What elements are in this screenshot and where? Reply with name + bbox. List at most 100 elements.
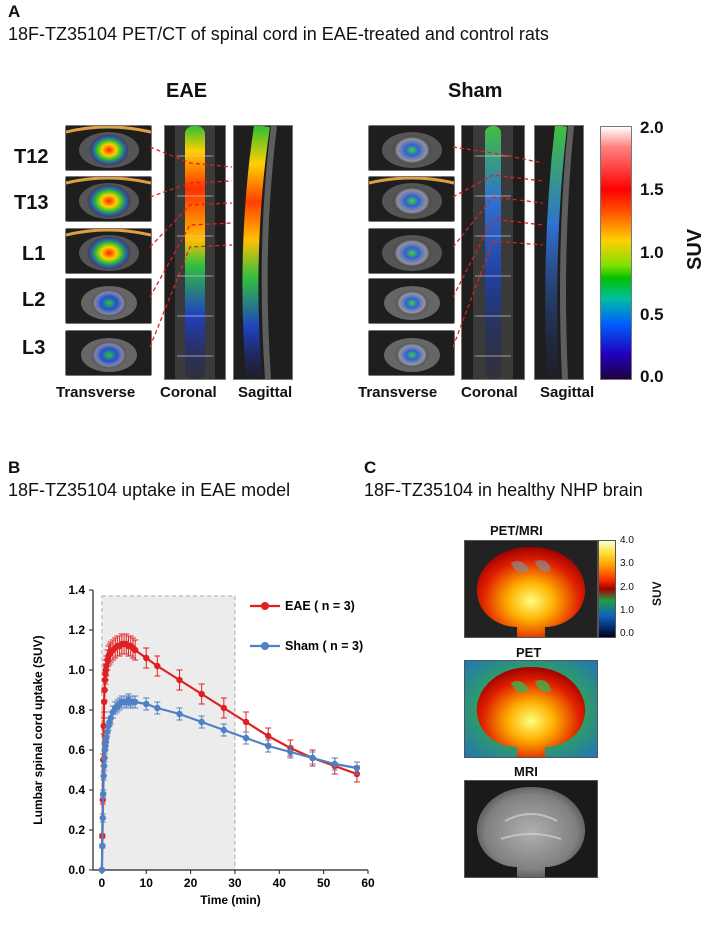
data-point bbox=[242, 718, 250, 726]
eae-connector-lines bbox=[150, 146, 233, 348]
sham-view-sagittal: Sagittal bbox=[540, 384, 595, 401]
data-point bbox=[198, 690, 205, 698]
sham-transverse-l2 bbox=[368, 278, 455, 324]
y-tick-label: 0.2 bbox=[68, 823, 85, 837]
panel-a-title: 18F-TZ35104 PET/CT of spinal cord in EAE… bbox=[8, 24, 549, 44]
data-point bbox=[143, 654, 150, 662]
colorbar-c-tick-4-0: 4.0 bbox=[620, 535, 634, 546]
label-pet: PET bbox=[516, 645, 542, 660]
x-tick-label: 40 bbox=[273, 876, 287, 890]
colorbar-c-tick-1-0: 1.0 bbox=[620, 605, 634, 616]
colorbar-a-label: SUV bbox=[684, 228, 706, 270]
y-axis-label: Lumbar spinal cord uptake (SUV) bbox=[31, 635, 45, 824]
data-point bbox=[265, 732, 272, 740]
panel-c-letter: C bbox=[364, 458, 377, 477]
data-point bbox=[101, 686, 108, 694]
pet-mri-brain-image bbox=[464, 540, 598, 638]
eae-title: EAE bbox=[166, 80, 208, 102]
panel-b-title: 18F-TZ35104 uptake in EAE model bbox=[8, 480, 291, 500]
x-tick-label: 0 bbox=[99, 876, 106, 890]
sham-transverse-l1 bbox=[368, 228, 455, 274]
legend-marker bbox=[261, 602, 269, 610]
data-point bbox=[309, 754, 316, 762]
sham-coronal-scan bbox=[461, 125, 525, 380]
mri-brain-image bbox=[464, 780, 598, 878]
data-point bbox=[265, 742, 272, 750]
legend-label: Sham ( n = 3) bbox=[285, 639, 363, 653]
eae-view-coronal: Coronal bbox=[160, 384, 217, 401]
colorbar-a-tick-0-0: 0.0 bbox=[640, 367, 664, 386]
sham-title: Sham bbox=[448, 80, 503, 102]
vertebra-label-l2: L2 bbox=[22, 289, 46, 311]
data-point bbox=[100, 772, 107, 780]
x-axis-label: Time (min) bbox=[200, 893, 260, 907]
panel-c-colorbar bbox=[598, 540, 616, 638]
vertebra-label-l3: L3 bbox=[22, 337, 46, 359]
x-tick-label: 50 bbox=[317, 876, 331, 890]
eae-transverse-l1 bbox=[65, 228, 152, 274]
data-point bbox=[131, 698, 139, 706]
data-point bbox=[99, 814, 106, 822]
series-sham: Sham ( n = 3) bbox=[98, 639, 363, 874]
data-point bbox=[242, 734, 250, 742]
data-point bbox=[131, 646, 139, 654]
data-point bbox=[101, 754, 108, 762]
y-tick-label: 1.4 bbox=[68, 583, 85, 597]
data-point bbox=[176, 676, 183, 684]
pet-brain-image bbox=[464, 660, 598, 758]
data-point bbox=[331, 760, 338, 768]
label-pet-mri: PET/MRI bbox=[490, 523, 543, 538]
label-mri: MRI bbox=[514, 764, 538, 779]
y-tick-label: 0.0 bbox=[68, 863, 85, 877]
data-point bbox=[100, 762, 108, 770]
eae-view-transverse: Transverse bbox=[56, 384, 136, 401]
data-point bbox=[100, 790, 107, 798]
panel-c-title: 18F-TZ35104 in healthy NHP brain bbox=[364, 480, 643, 500]
y-tick-label: 0.8 bbox=[68, 703, 85, 717]
data-point bbox=[287, 748, 294, 756]
colorbar-a-tick-1-5: 1.5 bbox=[640, 180, 664, 199]
vertebra-label-t13: T13 bbox=[14, 192, 49, 214]
sham-view-coronal: Coronal bbox=[461, 384, 518, 401]
vertebra-label-l1: L1 bbox=[22, 243, 46, 265]
eae-sagittal-scan bbox=[233, 125, 293, 380]
colorbar-c-tick-3-0: 3.0 bbox=[620, 558, 634, 569]
colorbar-a-tick-0-5: 0.5 bbox=[640, 305, 664, 324]
uptake-chart: 0.0 0.2 0.4 0.6 0.8 1.0 1.2 1.4 0 10 20 30 40 50 60 Tim… bbox=[31, 583, 375, 907]
sham-connector-lines bbox=[453, 146, 543, 348]
y-tick-label: 0.6 bbox=[68, 743, 85, 757]
data-point bbox=[220, 726, 228, 734]
legend-marker bbox=[261, 642, 269, 650]
eae-transverse-l2 bbox=[65, 278, 152, 324]
colorbar-a-tick-2-0: 2.0 bbox=[640, 118, 664, 137]
data-point bbox=[103, 734, 110, 742]
eae-transverse-l3 bbox=[65, 330, 152, 376]
sham-transverse-t13 bbox=[368, 176, 455, 222]
x-tick-label: 30 bbox=[228, 876, 242, 890]
x-tick-label: 60 bbox=[361, 876, 375, 890]
data-point bbox=[220, 704, 228, 712]
sham-view-transverse: Transverse bbox=[358, 384, 438, 401]
eae-transverse-t12 bbox=[65, 125, 152, 171]
data-point bbox=[98, 866, 106, 874]
colorbar-c-tick-0-0: 0.0 bbox=[620, 628, 634, 639]
eae-transverse-t13 bbox=[65, 176, 152, 222]
panel-b-letter: B bbox=[8, 458, 21, 477]
legend-label: EAE ( n = 3) bbox=[285, 599, 355, 613]
data-point bbox=[107, 714, 114, 722]
panel-a-letter: A bbox=[8, 2, 21, 21]
colorbar-a-tick-1-0: 1.0 bbox=[640, 243, 664, 262]
sham-transverse-t12 bbox=[368, 125, 455, 171]
sham-sagittal-scan bbox=[534, 125, 584, 380]
data-point bbox=[101, 676, 109, 684]
data-point bbox=[353, 764, 361, 772]
y-tick-label: 0.4 bbox=[68, 783, 85, 797]
panel-a-colorbar bbox=[600, 126, 632, 380]
sham-transverse-l3 bbox=[368, 330, 455, 376]
data-point bbox=[154, 662, 161, 670]
vertebra-label-t12: T12 bbox=[14, 146, 49, 168]
y-tick-label: 1.2 bbox=[68, 623, 85, 637]
data-point bbox=[154, 704, 161, 712]
x-tick-label: 10 bbox=[140, 876, 154, 890]
colorbar-c-tick-2-0: 2.0 bbox=[620, 582, 634, 593]
